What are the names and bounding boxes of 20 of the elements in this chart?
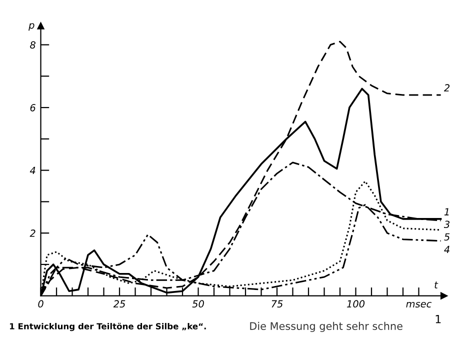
y-tick-label: 8 [30,41,36,49]
x-tick-label: 0 [38,300,44,308]
series-label: 4 [444,246,450,254]
x-tick-label: 100 [346,300,365,308]
text: Die Messung geht sehr schne [250,322,402,332]
series-label: 5 [444,233,450,241]
series-label: 1 [444,208,449,216]
x-tick-label: 50 [192,300,204,308]
series-label: 3 [444,220,450,228]
y-axis-title: p [28,23,34,31]
y-tick-label: 4 [30,166,36,174]
x-tick-label: msec [406,302,432,308]
text: 1 [436,315,441,324]
text: 1 Entwicklung der Teiltöne der Silbe „ke“. [10,322,206,332]
series-label: 2 [444,84,450,92]
x-axis-title: t [434,282,438,288]
x-tick-label: 25 [113,300,126,308]
x-tick-label: 75 [272,300,283,308]
y-tick-label: 2 [30,230,36,237]
y-tick-label: 6 [30,104,36,112]
